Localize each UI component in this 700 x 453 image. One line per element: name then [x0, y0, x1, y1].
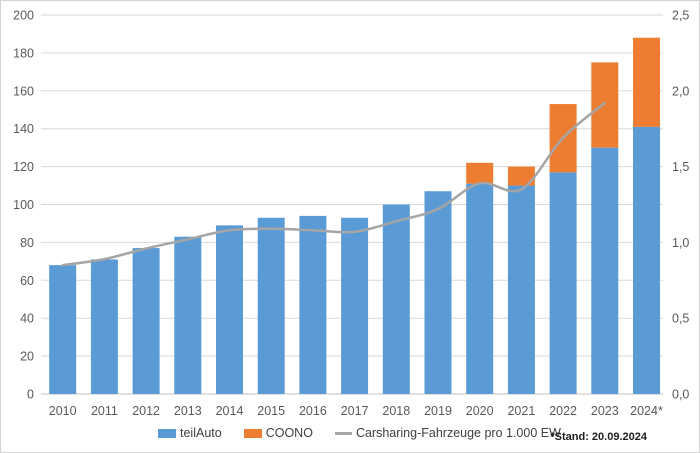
bar-teilauto — [216, 225, 243, 394]
bar-teilauto — [132, 248, 160, 394]
footnote: *Stand: 20.09.2024 — [550, 431, 647, 443]
bar-coono — [507, 166, 535, 186]
trend-line-swatch-icon — [334, 431, 352, 435]
left-axis-tick-label: 100 — [13, 198, 34, 212]
x-axis-tick-label: 2010 — [49, 404, 77, 418]
left-axis-tick-label: 60 — [20, 274, 34, 288]
coono-swatch-icon — [243, 428, 262, 438]
x-axis-tick-label: 2014 — [216, 404, 244, 418]
bar-teilauto — [633, 126, 660, 395]
x-axis-tick-label: 2015 — [257, 404, 285, 418]
bars — [49, 37, 660, 395]
legend-label-trendline: Carsharing-Fahrzeuge pro 1.000 EW — [355, 426, 561, 440]
legend-label-coono: COONO — [265, 426, 313, 440]
bar-teilauto — [466, 183, 494, 394]
x-axis-tick-label: 2013 — [174, 404, 202, 418]
bar-teilauto — [341, 217, 369, 394]
x-axis-labels: 2010 2011 2012 2013 2014 2015 2016 2017 2018 2019… — [49, 404, 663, 418]
x-axis-tick-label: 2019 — [424, 404, 452, 418]
chart-legend: teilAuto COONO Carsharing-Fahrzeuge pro … — [158, 426, 561, 440]
right-axis-tick-label: 0,5 — [672, 312, 689, 326]
left-axis-tick-label: 40 — [20, 312, 34, 326]
right-axis-tick-label: 0,0 — [672, 388, 689, 402]
legend-item-trendline: Carsharing-Fahrzeuge pro 1.000 EW — [334, 426, 561, 440]
right-axis-tick-label: 2,0 — [672, 84, 689, 98]
right-axis-tick-label: 1,0 — [672, 236, 689, 250]
bar-teilauto — [90, 259, 118, 394]
bar-teilauto — [382, 204, 410, 394]
left-axis-tick-label: 160 — [13, 84, 34, 98]
x-axis-tick-label: 2024* — [630, 404, 663, 418]
legend-item-teilauto: teilAuto — [158, 426, 222, 440]
x-axis-tick-label: 2022 — [549, 404, 577, 418]
right-axis-labels: 0,0 0,5 1,0 1,5 2,0 2,5 — [672, 9, 689, 402]
legend-item-coono: COONO — [243, 426, 313, 440]
bar-teilauto — [257, 217, 285, 394]
x-axis-tick-label: 2018 — [382, 404, 410, 418]
x-axis-tick-label: 2017 — [341, 404, 369, 418]
left-axis-tick-label: 180 — [13, 46, 34, 60]
left-axis-tick-label: 0 — [27, 388, 34, 402]
teilauto-swatch-icon — [158, 428, 176, 438]
x-axis-tick-label: 2021 — [507, 404, 535, 418]
left-axis-tick-label: 20 — [20, 350, 34, 364]
left-axis-tick-label: 140 — [13, 122, 34, 136]
bar-teilauto — [299, 215, 327, 394]
bar-teilauto — [174, 236, 202, 394]
x-axis-tick-label: 2011 — [91, 404, 118, 418]
bar-teilauto — [591, 147, 619, 394]
x-axis-tick-label: 2012 — [132, 404, 160, 418]
trend-line-group — [61, 101, 607, 267]
left-axis-tick-label: 120 — [13, 160, 34, 174]
bar-coono — [466, 162, 494, 184]
bar-coono — [633, 37, 660, 127]
legend-label-teilauto: teilAuto — [180, 426, 222, 440]
left-axis-labels: 0 20 40 60 80 100 120 140 160 180 200 — [13, 9, 34, 402]
bar-teilauto — [424, 191, 452, 394]
trend-line — [61, 101, 607, 267]
x-axis-tick-label: 2023 — [591, 404, 619, 418]
left-axis-tick-label: 80 — [20, 236, 34, 250]
bar-teilauto — [549, 172, 577, 394]
bar-teilauto — [507, 185, 535, 394]
x-axis-tick-label: 2016 — [299, 404, 327, 418]
bar-coono — [591, 62, 619, 148]
right-axis-tick-label: 2,5 — [672, 9, 689, 23]
right-axis-tick-label: 1,5 — [672, 160, 689, 174]
left-axis-tick-label: 200 — [13, 9, 34, 23]
bar-teilauto — [49, 265, 77, 394]
x-axis-tick-label: 2020 — [466, 404, 494, 418]
